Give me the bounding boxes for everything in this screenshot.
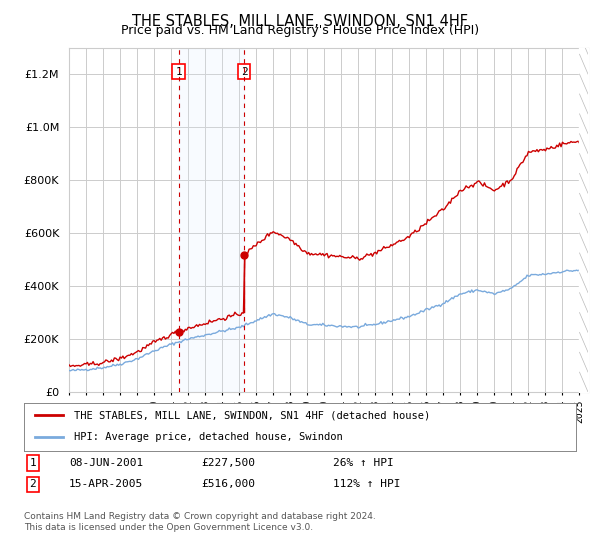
Text: THE STABLES, MILL LANE, SWINDON, SN1 4HF: THE STABLES, MILL LANE, SWINDON, SN1 4HF xyxy=(132,14,468,29)
Text: 2: 2 xyxy=(241,67,247,77)
Text: 15-APR-2005: 15-APR-2005 xyxy=(69,479,143,489)
Text: 1: 1 xyxy=(175,67,182,77)
Text: HPI: Average price, detached house, Swindon: HPI: Average price, detached house, Swin… xyxy=(74,432,343,442)
Text: Price paid vs. HM Land Registry's House Price Index (HPI): Price paid vs. HM Land Registry's House … xyxy=(121,24,479,37)
Text: 1: 1 xyxy=(29,458,37,468)
Text: THE STABLES, MILL LANE, SWINDON, SN1 4HF (detached house): THE STABLES, MILL LANE, SWINDON, SN1 4HF… xyxy=(74,410,430,420)
Text: 26% ↑ HPI: 26% ↑ HPI xyxy=(333,458,394,468)
Text: £227,500: £227,500 xyxy=(201,458,255,468)
Text: 112% ↑ HPI: 112% ↑ HPI xyxy=(333,479,401,489)
Text: £516,000: £516,000 xyxy=(201,479,255,489)
Text: 08-JUN-2001: 08-JUN-2001 xyxy=(69,458,143,468)
Bar xyxy=(179,48,244,392)
Text: 2: 2 xyxy=(29,479,37,489)
Text: Contains HM Land Registry data © Crown copyright and database right 2024.
This d: Contains HM Land Registry data © Crown c… xyxy=(24,512,376,532)
